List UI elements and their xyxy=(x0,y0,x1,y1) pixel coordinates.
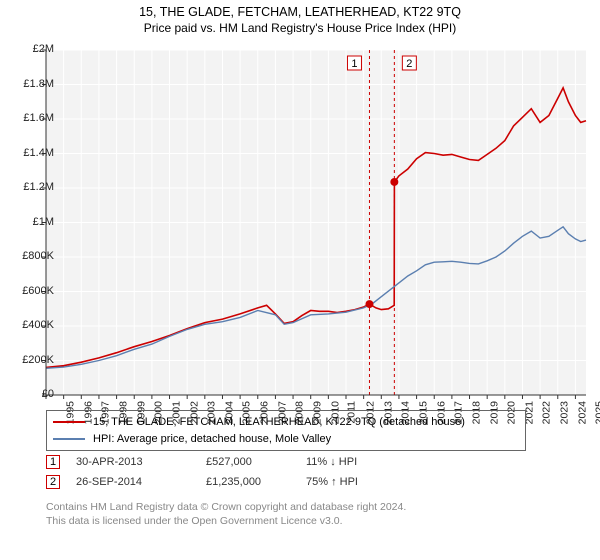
footer-line-1: Contains HM Land Registry data © Crown c… xyxy=(46,500,406,514)
marker-badge: 1 xyxy=(46,455,60,469)
x-tick-label: 2022 xyxy=(541,401,553,424)
svg-text:2: 2 xyxy=(406,58,412,70)
marker-date: 30-APR-2013 xyxy=(76,456,206,468)
marker-row: 1 30-APR-2013 £527,000 11% ↓ HPI xyxy=(46,452,426,472)
legend-label: HPI: Average price, detached house, Mole… xyxy=(93,431,331,448)
legend-row: 15, THE GLADE, FETCHAM, LEATHERHEAD, KT2… xyxy=(53,414,519,431)
footer-line-2: This data is licensed under the Open Gov… xyxy=(46,514,406,528)
legend: 15, THE GLADE, FETCHAM, LEATHERHEAD, KT2… xyxy=(46,410,526,451)
marker-pct: 75% ↑ HPI xyxy=(306,476,426,488)
footer: Contains HM Land Registry data © Crown c… xyxy=(46,500,406,528)
title-main: 15, THE GLADE, FETCHAM, LEATHERHEAD, KT2… xyxy=(0,5,600,19)
y-tick-label: £1.4M xyxy=(14,147,54,159)
x-tick-label: 2023 xyxy=(558,401,570,424)
titles: 15, THE GLADE, FETCHAM, LEATHERHEAD, KT2… xyxy=(0,0,600,35)
marker-row: 2 26-SEP-2014 £1,235,000 75% ↑ HPI xyxy=(46,472,426,492)
marker-badge: 2 xyxy=(46,475,60,489)
y-tick-label: £200K xyxy=(14,354,54,366)
legend-swatch xyxy=(53,438,85,440)
x-tick-label: 2025 xyxy=(594,401,600,424)
marker-price: £527,000 xyxy=(206,456,306,468)
marker-pct: 11% ↓ HPI xyxy=(306,456,426,468)
y-tick-label: £600K xyxy=(14,285,54,297)
y-tick-label: £1.6M xyxy=(14,112,54,124)
x-tick-label: 2024 xyxy=(576,401,588,424)
y-tick-label: £1M xyxy=(14,216,54,228)
plot-area: 12 xyxy=(46,50,586,395)
title-sub: Price paid vs. HM Land Registry's House … xyxy=(0,21,600,35)
chart-container: 15, THE GLADE, FETCHAM, LEATHERHEAD, KT2… xyxy=(0,0,600,560)
svg-text:1: 1 xyxy=(351,58,357,70)
markers-table: 1 30-APR-2013 £527,000 11% ↓ HPI 2 26-SE… xyxy=(46,452,426,492)
marker-price: £1,235,000 xyxy=(206,476,306,488)
y-tick-label: £400K xyxy=(14,319,54,331)
plot-svg: 12 xyxy=(46,50,586,395)
legend-row: HPI: Average price, detached house, Mole… xyxy=(53,431,519,448)
y-tick-label: £1.8M xyxy=(14,78,54,90)
y-tick-label: £1.2M xyxy=(14,181,54,193)
marker-date: 26-SEP-2014 xyxy=(76,476,206,488)
legend-label: 15, THE GLADE, FETCHAM, LEATHERHEAD, KT2… xyxy=(93,414,465,431)
y-tick-label: £0 xyxy=(14,388,54,400)
y-tick-label: £800K xyxy=(14,250,54,262)
y-tick-label: £2M xyxy=(14,43,54,55)
legend-swatch xyxy=(53,421,85,423)
